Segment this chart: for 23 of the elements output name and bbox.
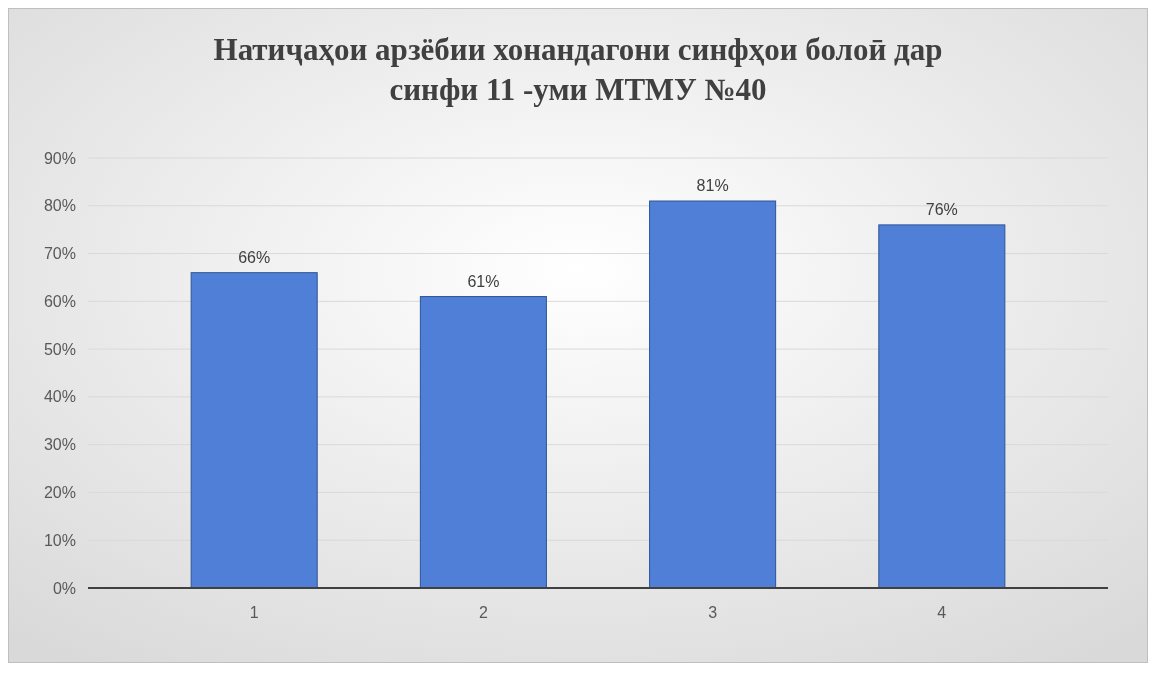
bar	[878, 224, 1006, 589]
bar	[419, 296, 547, 589]
y-tick-label: 70%	[43, 245, 76, 263]
y-tick-label: 60%	[43, 292, 76, 310]
x-tick-label: 1	[249, 604, 259, 621]
data-label: 76%	[925, 200, 958, 218]
bar	[649, 200, 777, 589]
y-tick-label: 40%	[43, 388, 76, 406]
data-label: 81%	[696, 177, 729, 194]
bar	[190, 272, 318, 589]
x-tick-label: 2	[478, 604, 488, 621]
y-tick-label: 10%	[43, 531, 76, 549]
y-tick-label: 80%	[43, 197, 76, 215]
x-tick-label: 4	[937, 604, 947, 621]
y-tick-label: 30%	[43, 436, 76, 454]
data-label: 66%	[238, 248, 271, 266]
data-label: 61%	[467, 272, 500, 290]
y-tick-label: 20%	[43, 484, 76, 502]
y-tick-label: 0%	[52, 579, 76, 597]
x-tick-label: 3	[708, 604, 718, 621]
y-tick-label: 90%	[43, 149, 76, 167]
y-tick-label: 50%	[43, 340, 76, 358]
chart-title: Натиҷаҳои арзёбии хонандагони синфҳои болоӣ дар синфи 11 -уми МТМУ №40	[213, 32, 943, 107]
